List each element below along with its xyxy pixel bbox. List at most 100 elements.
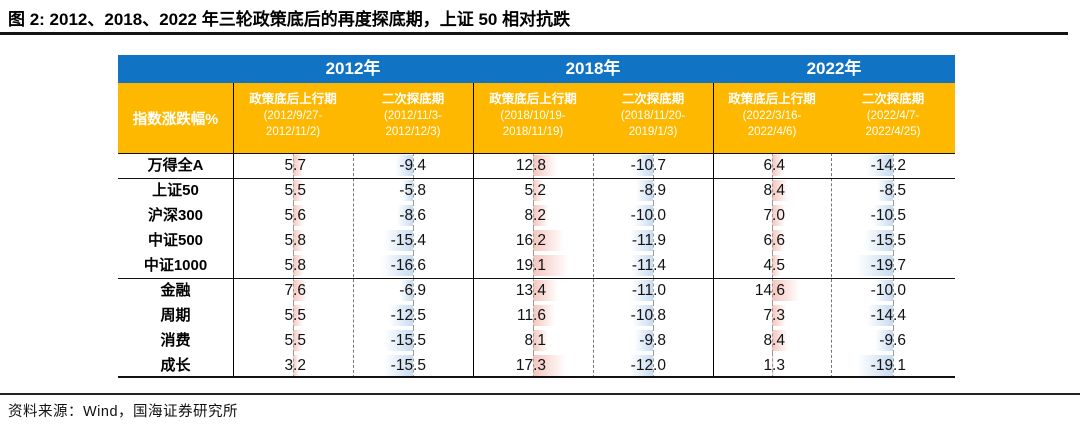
value-cell: 8.4 xyxy=(713,328,831,353)
value-text: -10.8 xyxy=(630,307,666,324)
index-row-label: 中证500 xyxy=(147,232,204,249)
axis-line xyxy=(293,303,294,328)
value-cell: 13.4 xyxy=(473,278,593,303)
axis-line xyxy=(772,228,773,253)
value-cell: 17.3 xyxy=(473,353,593,378)
period-date-range: 2012/12/3) xyxy=(385,126,441,138)
value-cell: 5.2 xyxy=(473,178,593,203)
value-text: -8.9 xyxy=(639,182,666,199)
axis-line xyxy=(772,303,773,328)
title-divider-line xyxy=(0,32,1068,35)
index-row-label: 中证1000 xyxy=(143,257,208,274)
table-row: 上证50 5.5 -5.8 5.2 -8.9 8.4 -8.5 xyxy=(118,178,955,203)
value-text: -15.5 xyxy=(390,357,426,374)
source-note: 资料来源：Wind，国海证券研究所 xyxy=(8,404,239,420)
data-bar xyxy=(772,255,781,276)
data-bar xyxy=(293,330,304,351)
index-row-label: 万得全A xyxy=(147,157,204,174)
value-cell: -9.6 xyxy=(831,328,955,353)
data-bar xyxy=(772,305,786,326)
value-cell: -5.8 xyxy=(353,178,473,203)
data-bar xyxy=(634,330,653,351)
value-text: 5.5 xyxy=(284,182,306,199)
axis-line xyxy=(293,278,294,303)
period-date-range: (2022/4/7- xyxy=(866,110,920,122)
value-cell: -8.9 xyxy=(593,178,713,203)
axis-line xyxy=(893,203,894,228)
value-cell: -12.5 xyxy=(353,303,473,328)
table-row: 万得全A 5.7 -9.4 12.8 -10.7 6.4 -14.2 xyxy=(118,153,955,178)
value-cell: 8.2 xyxy=(473,203,593,228)
value-text: 1.3 xyxy=(763,357,785,374)
table-row: 消费 5.5 -15.5 8.1 -9.8 8.4 -9.6 xyxy=(118,328,955,353)
value-text: -10.0 xyxy=(630,207,666,224)
value-cell: 4.5 xyxy=(713,253,831,278)
axis-line xyxy=(533,228,534,253)
value-text: 8.4 xyxy=(763,332,785,349)
year-header-row: 2012年 2018年 2022年 xyxy=(118,55,955,83)
value-text: 14.6 xyxy=(754,282,785,299)
index-row-label: 周期 xyxy=(160,307,191,324)
axis-line xyxy=(293,228,294,253)
data-bar xyxy=(389,305,413,326)
value-cell: 7.6 xyxy=(233,278,353,303)
value-cell: -10.0 xyxy=(831,278,955,303)
value-text: -10.5 xyxy=(870,207,906,224)
value-cell: -15.4 xyxy=(353,228,473,253)
axis-line xyxy=(293,353,294,378)
period-date-range: (2022/3/16- xyxy=(742,110,802,122)
data-bar xyxy=(383,230,413,251)
value-cell: 5.5 xyxy=(233,328,353,353)
period-header-cell: 二次探底期 (2012/11/3- 2012/12/3) xyxy=(353,83,473,153)
value-text: -6.9 xyxy=(399,282,426,299)
data-bar xyxy=(772,205,786,226)
value-text: -15.5 xyxy=(870,232,906,249)
value-text: -8.6 xyxy=(399,207,426,224)
period-date-range: 2019/1/3) xyxy=(628,126,678,138)
data-bar xyxy=(855,255,893,276)
value-text: -11.9 xyxy=(631,232,666,249)
data-bar xyxy=(293,180,304,201)
value-text: 8.2 xyxy=(524,207,546,224)
corner-cell-blank xyxy=(118,55,233,83)
value-cell: -14.2 xyxy=(831,153,955,178)
value-cell: -8.5 xyxy=(831,178,955,203)
axis-line xyxy=(413,253,414,278)
period-date-range: (2012/11/3- xyxy=(384,110,442,122)
data-bar xyxy=(630,230,653,251)
value-text: -10.0 xyxy=(870,282,906,299)
axis-line xyxy=(413,228,414,253)
data-bar xyxy=(632,280,653,301)
axis-line xyxy=(293,203,294,228)
data-bar xyxy=(396,205,413,226)
axis-line xyxy=(413,353,414,378)
value-cell: 14.6 xyxy=(713,278,831,303)
data-bar xyxy=(533,155,558,176)
value-cell: 8.4 xyxy=(713,178,831,203)
axis-line xyxy=(893,303,894,328)
value-cell: -10.7 xyxy=(593,153,713,178)
axis-line xyxy=(653,178,654,203)
axis-line xyxy=(893,178,894,203)
year-label: 2022年 xyxy=(806,59,862,78)
row-divider-line xyxy=(118,277,955,279)
data-bar xyxy=(533,305,556,326)
data-bar xyxy=(866,155,893,176)
footer-divider-line xyxy=(0,393,1080,395)
value-text: -15.5 xyxy=(390,332,426,349)
data-bar xyxy=(293,280,308,301)
value-text: -9.8 xyxy=(639,332,666,349)
value-text: 7.3 xyxy=(763,307,785,324)
period-header-cell: 二次探底期 (2022/4/7- 2022/4/25) xyxy=(831,83,955,153)
figure-title: 图 2: 2012、2018、2022 年三轮政策底后的再度探底期，上证 50 … xyxy=(8,10,571,29)
data-bar xyxy=(631,255,653,276)
data-bar xyxy=(381,255,413,276)
table-bottom-line xyxy=(118,375,955,378)
axis-line xyxy=(653,228,654,253)
period-header-cell: 政策底后上行期 (2012/9/27- 2012/11/2) xyxy=(233,83,353,153)
data-bar xyxy=(874,330,893,351)
axis-line xyxy=(772,153,773,178)
axis-line xyxy=(653,353,654,378)
value-cell: 3.2 xyxy=(233,353,353,378)
table-row: 中证1000 5.8 -16.6 19.1 -11.4 4.5 -19.7 xyxy=(118,253,955,278)
